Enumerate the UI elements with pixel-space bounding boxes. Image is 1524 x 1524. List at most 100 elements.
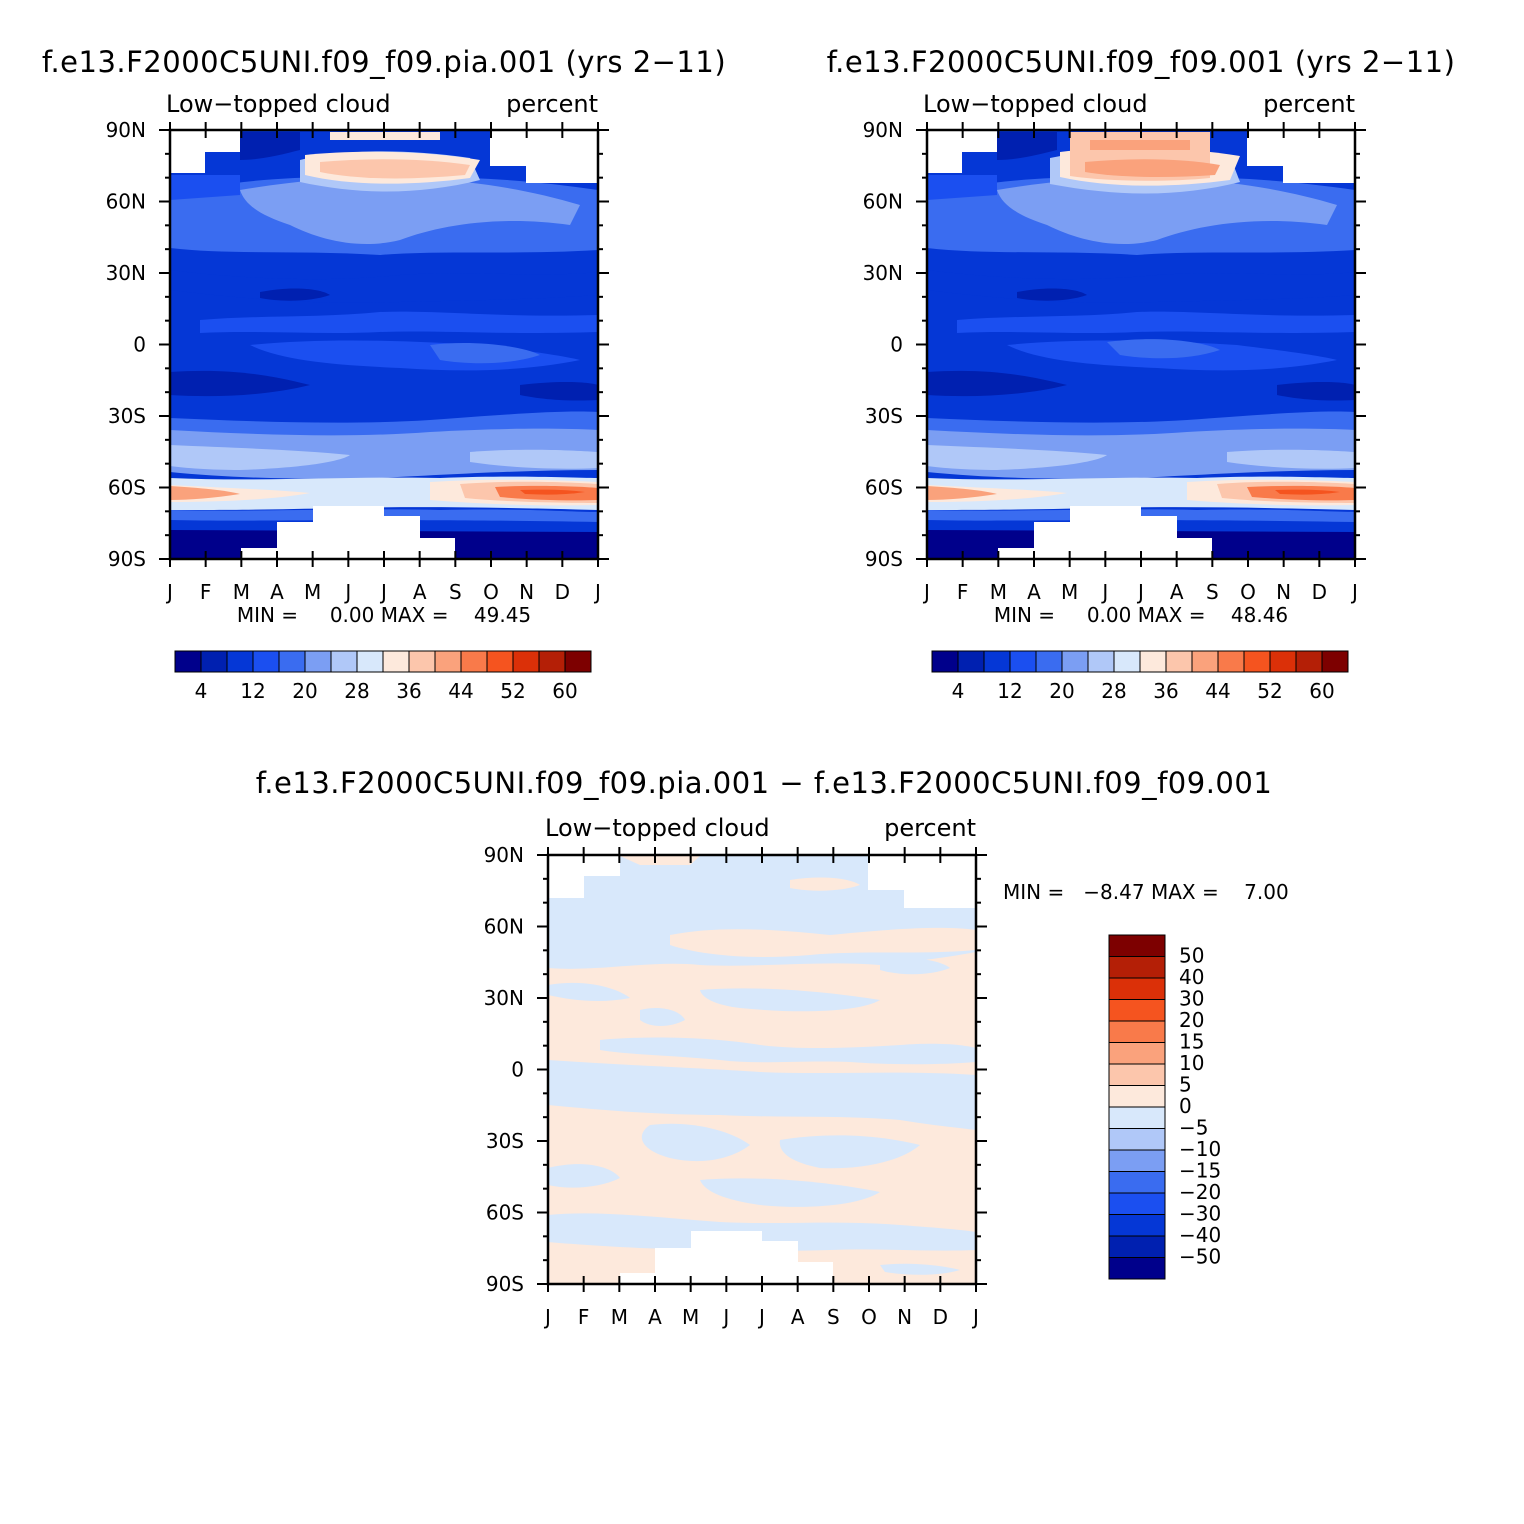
field-band — [170, 445, 350, 470]
y-tick-label: 30S — [486, 1129, 524, 1153]
colorbar-box — [1108, 1128, 1166, 1151]
field-band — [927, 370, 1067, 397]
x-tick-label: A — [270, 580, 284, 604]
colorbar-label: −20 — [1179, 1180, 1221, 1204]
colorbar-label: 12 — [240, 679, 265, 703]
y-tick-label: 60N — [863, 190, 903, 214]
field-band — [1227, 449, 1355, 469]
colorbar-label: 4 — [195, 679, 208, 703]
field-band — [170, 486, 240, 500]
field-band — [548, 1164, 620, 1188]
colorbar-box — [1108, 1235, 1166, 1258]
field-band — [927, 486, 997, 500]
x-tick-label: J — [757, 1305, 765, 1329]
x-tick-label: M — [990, 580, 1007, 604]
colorbar-box — [1108, 1257, 1166, 1280]
x-tick-label: N — [519, 580, 534, 604]
colorbar-box — [1113, 650, 1141, 673]
field-band — [240, 132, 300, 160]
y-tick-label: 60N — [106, 190, 146, 214]
colorbar-box — [356, 650, 384, 673]
x-tick-label: J — [379, 580, 387, 604]
missing-data — [1247, 130, 1355, 183]
colorbar-box — [1269, 650, 1297, 673]
colorbar-label: 44 — [448, 679, 473, 703]
colorbar-label: 12 — [997, 679, 1022, 703]
panel-difference: f.e13.F2000C5UNI.f09_f09.pia.001 − f.e13… — [256, 766, 1289, 1329]
colorbar-box — [382, 650, 410, 673]
colorbar-label: 20 — [292, 679, 317, 703]
x-tick-label: J — [1100, 580, 1108, 604]
panel-title: f.e13.F2000C5UNI.f09_f09.pia.001 (yrs 2−… — [42, 45, 726, 79]
colorbar-box — [1061, 650, 1089, 673]
colorbar-box — [226, 650, 254, 673]
y-tick-label: 90S — [865, 547, 903, 571]
colorbar-box — [408, 650, 436, 673]
colorbar-box — [1295, 650, 1323, 673]
missing-data — [620, 1231, 833, 1284]
x-tick-label: A — [413, 580, 427, 604]
x-tick-label: M — [682, 1305, 699, 1329]
x-tick-label: N — [1276, 580, 1291, 604]
field-band — [641, 1123, 750, 1162]
colorbar-box — [564, 650, 592, 673]
y-tick-label: 0 — [133, 333, 146, 357]
left-subtitle: Low−topped cloud — [166, 90, 391, 118]
field-band — [790, 877, 860, 891]
y-axis: 90N 60N 30N 0 30S 60S 90S — [863, 118, 1366, 571]
colorbar-label: 28 — [1101, 679, 1126, 703]
x-tick-label: D — [1312, 580, 1327, 604]
x-tick-label: S — [827, 1305, 840, 1329]
y-tick-label: 90N — [106, 118, 146, 142]
colorbar-label: 60 — [552, 679, 577, 703]
y-tick-label: 30S — [865, 404, 903, 428]
missing-data — [241, 506, 455, 559]
x-tick-label: A — [1170, 580, 1184, 604]
contour-field — [927, 130, 1355, 559]
colorbar-box — [1108, 1020, 1166, 1043]
colorbar-box — [434, 650, 462, 673]
field-band — [320, 159, 470, 179]
colorbar-label: −50 — [1179, 1245, 1221, 1269]
colorbar-box — [1165, 650, 1193, 673]
colorbar-box — [1139, 650, 1167, 673]
y-tick-label: 0 — [890, 333, 903, 357]
colorbar-label: 28 — [344, 679, 369, 703]
x-tick-label: S — [449, 580, 462, 604]
colorbar-box — [1108, 1149, 1166, 1172]
panel-title: f.e13.F2000C5UNI.f09_f09.pia.001 − f.e13… — [256, 766, 1273, 800]
colorbar-label: 36 — [396, 679, 421, 703]
colorbar-box — [486, 650, 514, 673]
y-tick-label: 30N — [106, 261, 146, 285]
field-band — [927, 175, 997, 200]
y-tick-label: 30N — [484, 986, 524, 1010]
missing-data — [490, 130, 598, 183]
colorbar-label: 50 — [1179, 944, 1204, 968]
right-subtitle: percent — [884, 814, 976, 842]
field-band — [1090, 140, 1190, 150]
colorbar-label: 20 — [1049, 679, 1074, 703]
colorbar-box — [1108, 999, 1166, 1022]
contour-field — [170, 130, 598, 559]
colorbar-box — [278, 650, 306, 673]
field-band — [880, 957, 950, 975]
colorbar-label: 20 — [1179, 1008, 1204, 1032]
x-tick-label: A — [1027, 580, 1041, 604]
colorbar-box — [1108, 1214, 1166, 1237]
field-band — [260, 288, 330, 301]
field-band — [470, 449, 598, 469]
panel-control: f.e13.F2000C5UNI.f09_f09.001 (yrs 2−11) … — [827, 45, 1455, 703]
x-tick-label: S — [1206, 580, 1219, 604]
colorbar-label: 5 — [1179, 1073, 1192, 1097]
colorbar-box — [1217, 650, 1245, 673]
x-tick-label: F — [957, 580, 969, 604]
y-tick-label: 60S — [865, 476, 903, 500]
colorbar-label: 44 — [1205, 679, 1230, 703]
x-tick-label: J — [721, 1305, 729, 1329]
x-tick-label: N — [897, 1305, 912, 1329]
colorbar-box — [252, 650, 280, 673]
colorbar-box — [1243, 650, 1271, 673]
missing-data — [927, 130, 997, 173]
colorbar: 4 12 20 28 36 44 52 60 — [931, 650, 1349, 703]
